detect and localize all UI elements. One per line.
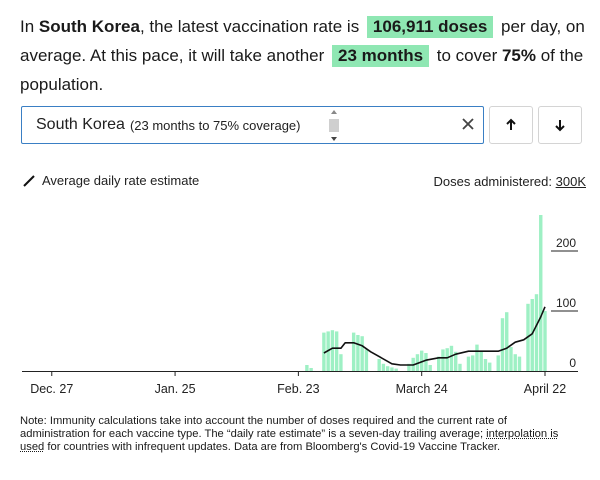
bar — [441, 349, 445, 371]
bar — [419, 350, 424, 371]
arrow-up-icon — [506, 118, 516, 130]
bar — [543, 311, 547, 371]
x-tick-label: April 22 — [524, 382, 566, 396]
y-tick-label: 100 — [556, 296, 576, 310]
bar — [517, 356, 522, 371]
bar — [445, 348, 449, 371]
line-swatch-icon — [23, 174, 35, 187]
headline-mid1: , the latest vaccination rate is — [139, 17, 364, 36]
headline-suffix: of the population. — [20, 46, 584, 94]
bar — [351, 332, 356, 371]
bar — [356, 335, 360, 371]
y-tick-label: 0 — [569, 356, 576, 370]
country-selector[interactable]: South Korea (23 months to 75% coverage) — [21, 106, 484, 144]
arrow-down-icon — [555, 120, 565, 132]
legend-line-label: Average daily rate estimate — [42, 173, 200, 188]
selector-country: South Korea — [36, 116, 125, 133]
bar — [496, 355, 500, 371]
headline-coverage: 75% — [501, 46, 536, 65]
x-tick-label: Jan. 25 — [155, 382, 196, 396]
bar — [394, 368, 398, 371]
headline: In South Korea, the latest vaccination r… — [20, 12, 590, 99]
bar — [530, 299, 534, 371]
bar — [500, 318, 505, 371]
bar — [509, 347, 513, 371]
scroll-down-icon[interactable] — [331, 137, 337, 141]
bar — [458, 363, 462, 371]
bar — [479, 351, 483, 371]
bar — [475, 344, 479, 371]
bar — [334, 331, 339, 371]
legend-line: Average daily rate estimate — [22, 173, 199, 188]
vaccination-chart: 0 100 200 Dec. 27 Jan. 25 Feb. 23 March 24 Apr… — [22, 215, 578, 396]
bar — [339, 354, 343, 371]
bar — [471, 355, 475, 371]
bar — [454, 351, 458, 371]
bar — [534, 294, 539, 371]
x-tick-label: Feb. 23 — [277, 382, 319, 396]
headline-country: South Korea — [38, 17, 140, 36]
x-tick-label: March 24 — [396, 382, 448, 396]
bar — [364, 349, 369, 371]
y-tick-label: 200 — [556, 236, 576, 250]
bar — [424, 353, 428, 371]
legend-bars-label: Doses administered: — [433, 174, 553, 189]
scroll-thumb[interactable] — [329, 119, 339, 132]
bar — [322, 332, 326, 371]
previous-country-button[interactable] — [489, 106, 533, 144]
bar — [428, 365, 432, 371]
bar — [305, 365, 309, 371]
bar — [390, 367, 394, 371]
selector-scrollbar[interactable] — [328, 110, 340, 141]
bar — [505, 312, 509, 371]
bar — [483, 359, 488, 371]
bar — [381, 363, 386, 371]
bar — [360, 336, 364, 371]
legend-bars: Doses administered: 300K — [434, 174, 587, 189]
bar — [385, 366, 390, 371]
bar — [309, 368, 313, 371]
close-icon[interactable] — [459, 116, 477, 134]
headline-mid2: per day, on average. At this pace, it wi… — [20, 17, 585, 65]
headline-rate: 106,911 doses — [366, 16, 494, 38]
bar — [466, 356, 471, 371]
next-country-button[interactable] — [538, 106, 582, 144]
x-tick-label: Dec. 27 — [30, 382, 73, 396]
bar — [436, 356, 441, 371]
headline-mid3: to cover — [432, 46, 502, 65]
bar — [539, 215, 543, 371]
footnote-text1: Note: Immunity calculations take into ac… — [20, 415, 507, 440]
interpolation-link[interactable]: interpolation is used — [20, 428, 559, 453]
bar — [449, 345, 454, 371]
bar — [407, 363, 411, 371]
bar — [330, 330, 335, 371]
legend-bars-unit: 300K — [555, 174, 586, 189]
headline-prefix: In — [20, 17, 39, 36]
footnote: Note: Immunity calculations take into ac… — [20, 415, 575, 454]
headline-duration: 23 months — [332, 45, 430, 67]
footnote-text2: for countries with infrequent updates. D… — [44, 441, 501, 453]
selector-note: (23 months to 75% coverage) — [129, 117, 301, 133]
bar — [488, 362, 492, 371]
scroll-up-icon[interactable] — [331, 110, 337, 114]
bar — [377, 359, 381, 371]
average-rate-line — [323, 306, 546, 366]
bar — [513, 354, 517, 371]
